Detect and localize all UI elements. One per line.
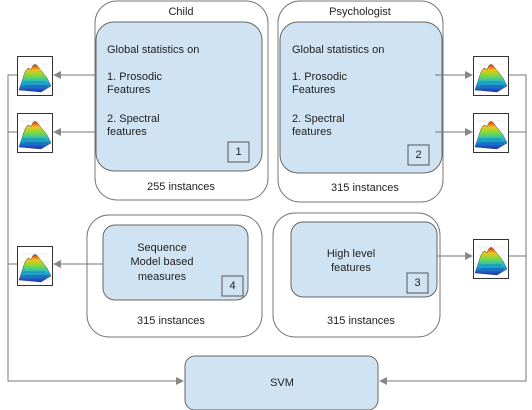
instances: 315 instances — [137, 315, 205, 327]
box-text: 2. Spectral — [292, 113, 345, 125]
plot-icon — [473, 113, 509, 153]
feature-box — [290, 221, 438, 298]
box-number: 2 — [415, 149, 421, 161]
box-text: Sequence — [137, 242, 187, 254]
feature-box — [279, 21, 443, 174]
feature-box — [95, 21, 263, 172]
box-text: 2. Spectral — [107, 113, 160, 125]
plot-icon — [473, 56, 509, 96]
plot-icon — [17, 246, 53, 286]
box-text: 1. Prosodic — [107, 71, 163, 83]
group-title: Child — [168, 6, 193, 18]
box-number: 1 — [235, 146, 241, 158]
box-text: Global statistics on — [292, 44, 384, 56]
box-text: features — [292, 126, 332, 138]
box-text: High level — [327, 248, 375, 260]
instances: 315 instances — [327, 315, 395, 327]
classifier-box — [184, 355, 379, 410]
box-number: 3 — [414, 277, 420, 289]
box-text: 1. Prosodic — [292, 71, 348, 83]
number-box — [407, 144, 430, 166]
classifier-label: SVM — [270, 377, 294, 389]
group-title: Psychologist — [329, 6, 391, 18]
number-box — [221, 275, 244, 297]
instances: 255 instances — [147, 181, 215, 193]
box-number: 4 — [229, 280, 235, 292]
plot-icon — [473, 239, 509, 279]
connector — [8, 131, 17, 265]
connector — [7, 74, 184, 385]
box-text: Model based — [131, 256, 194, 268]
number-box — [406, 272, 429, 294]
box-text: features — [331, 262, 371, 274]
box-text: measures — [138, 271, 187, 283]
connector — [379, 74, 527, 385]
feature-box — [102, 224, 249, 301]
box-text: features — [107, 126, 147, 138]
plot-icon — [17, 113, 53, 153]
box-text: Global statistics on — [107, 44, 199, 56]
box-text: Features — [292, 84, 336, 96]
box-text: Features — [107, 84, 151, 96]
number-box — [227, 141, 250, 163]
connector — [509, 131, 526, 257]
plot-icon — [17, 56, 53, 96]
instances: 315 instances — [331, 182, 399, 194]
